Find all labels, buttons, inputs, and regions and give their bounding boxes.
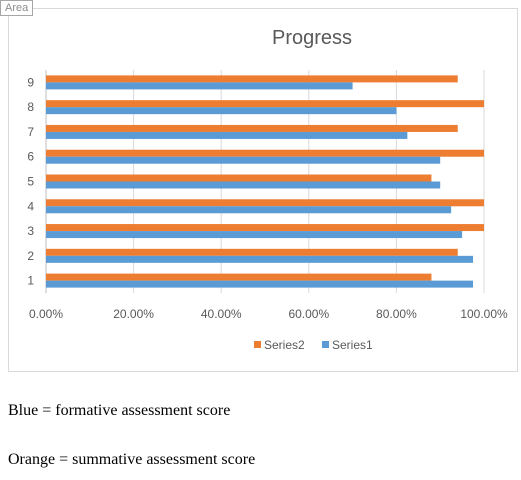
bar-series2-3 bbox=[46, 224, 484, 232]
y-tick-label: 3 bbox=[27, 224, 34, 238]
bar-series1-1 bbox=[46, 280, 474, 288]
x-tick-label: 40.00% bbox=[201, 307, 242, 321]
x-tick-label: 0.00% bbox=[29, 307, 63, 321]
bar-series2-7 bbox=[46, 124, 458, 132]
bar-series2-8 bbox=[46, 100, 484, 108]
bar-series1-6 bbox=[46, 156, 441, 164]
bar-series2-2 bbox=[46, 248, 458, 256]
legend-label-series1: Series1 bbox=[332, 338, 373, 352]
x-tick-label: 100.00% bbox=[460, 307, 508, 321]
y-tick-label: 1 bbox=[27, 274, 34, 288]
bar-series2-4 bbox=[46, 199, 484, 207]
y-tick-label: 5 bbox=[27, 175, 34, 189]
bar-chart: Progress 0.00% 20.00% 40.00% 60.00% 80.00% 10… bbox=[27, 27, 508, 352]
bar-series1-3 bbox=[46, 231, 463, 239]
chart-title: Progress bbox=[272, 27, 352, 49]
bar-series1-9 bbox=[46, 82, 353, 90]
legend-swatch-series2 bbox=[254, 341, 261, 348]
y-tick-label: 9 bbox=[27, 75, 34, 89]
bar-series2-5 bbox=[46, 174, 432, 182]
legend-swatch-series1 bbox=[322, 341, 329, 348]
y-tick-label: 8 bbox=[27, 100, 34, 114]
y-tick-label: 7 bbox=[27, 125, 34, 139]
bar-series2-1 bbox=[46, 273, 432, 281]
chart-area-label: Area bbox=[0, 0, 34, 16]
bar-series1-5 bbox=[46, 181, 441, 189]
note-orange-meaning: Orange = summative assessment score bbox=[8, 451, 256, 468]
y-tick-label: 6 bbox=[27, 150, 34, 164]
x-tick-label: 80.00% bbox=[376, 307, 417, 321]
chart-area bbox=[8, 8, 518, 372]
legend-label-series2: Series2 bbox=[264, 338, 305, 352]
x-tick-label: 60.00% bbox=[288, 307, 329, 321]
bar-series1-4 bbox=[46, 206, 452, 214]
bar-series2-6 bbox=[46, 149, 484, 157]
bar-series1-2 bbox=[46, 255, 474, 263]
x-tick-label: 20.00% bbox=[113, 307, 154, 321]
bar-series1-8 bbox=[46, 107, 397, 115]
note-blue-meaning: Blue = formative assessment score bbox=[8, 402, 231, 419]
y-tick-label: 2 bbox=[27, 249, 34, 263]
y-tick-label: 4 bbox=[27, 199, 34, 213]
bar-series1-7 bbox=[46, 131, 408, 139]
bar-series2-9 bbox=[46, 75, 458, 83]
